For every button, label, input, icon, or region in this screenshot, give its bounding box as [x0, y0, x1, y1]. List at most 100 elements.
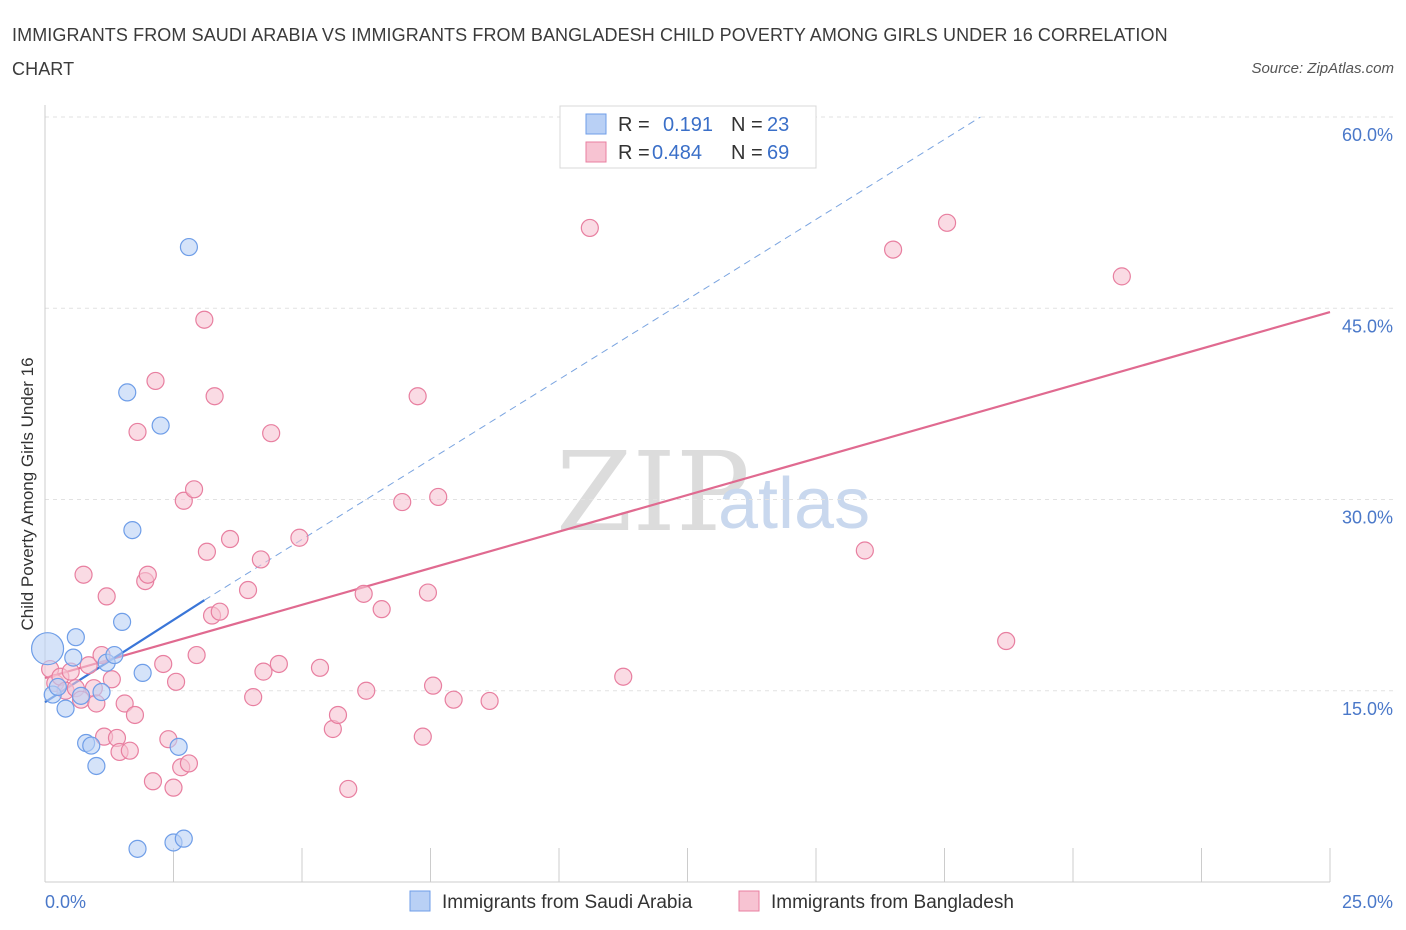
- point-bangladesh: [115, 694, 134, 713]
- point-bangladesh: [883, 240, 903, 259]
- point-bangladesh: [290, 528, 309, 547]
- bottom-legend-label-saudi-arabia: Immigrants from Saudi Arabia: [442, 892, 693, 913]
- point-bangladesh: [210, 602, 229, 621]
- point-bangladesh: [174, 491, 193, 510]
- point-saudi-arabia: [112, 612, 132, 632]
- point-bangladesh: [328, 705, 348, 725]
- point-bangladesh: [354, 584, 373, 603]
- trend-lines: [44, 116, 1331, 704]
- point-saudi-arabia: [105, 645, 124, 665]
- point-bangladesh: [269, 654, 288, 674]
- legend-r-value-1: 0.191: [663, 114, 713, 136]
- point-bangladesh: [79, 656, 98, 675]
- point-bangladesh: [97, 587, 116, 606]
- point-bangladesh: [154, 654, 173, 674]
- point-saudi-arabia: [66, 628, 85, 647]
- legend-n-value-2: 69: [767, 142, 789, 164]
- point-saudi-arabia: [151, 416, 170, 435]
- watermark-atlas: atlas: [718, 464, 870, 544]
- point-saudi-arabia: [48, 677, 67, 697]
- point-saudi-arabia: [92, 682, 111, 702]
- legend-r-label-1: R =: [618, 114, 650, 136]
- source-label: Source: ZipAtlas.com: [1251, 60, 1394, 77]
- point-saudi-arabia: [64, 648, 83, 667]
- point-bangladesh: [997, 631, 1016, 651]
- point-bangladesh: [197, 542, 217, 561]
- chart-title: IMMIGRANTS FROM SAUDI ARABIA VS IMMIGRAN…: [12, 25, 1168, 79]
- point-saudi-arabia: [174, 829, 193, 848]
- point-bangladesh: [614, 667, 633, 686]
- point-bangladesh: [184, 480, 204, 499]
- trend-line-bangladesh: [44, 311, 1331, 680]
- point-bangladesh: [238, 580, 258, 600]
- legend-n-value-1: 23: [767, 114, 789, 136]
- tick-labels: 15.0% 30.0% 45.0% 60.0% 0.0% 25.0%: [45, 125, 1393, 912]
- legend-swatch-saudi-arabia: [585, 113, 607, 135]
- point-bangladesh: [937, 213, 957, 232]
- point-bangladesh: [444, 690, 463, 709]
- point-saudi-arabia: [123, 520, 142, 540]
- point-saudi-arabia: [30, 632, 65, 666]
- point-bangladesh: [164, 778, 183, 797]
- point-bangladesh: [251, 550, 270, 569]
- x-tick-label-min: 0.0%: [45, 892, 86, 912]
- y-tick-label: 15.0%: [1342, 699, 1393, 719]
- point-bangladesh: [372, 600, 391, 619]
- point-bangladesh: [1112, 267, 1131, 286]
- point-bangladesh: [480, 691, 499, 711]
- point-bangladesh: [357, 681, 376, 700]
- point-bangladesh: [580, 218, 599, 238]
- bottom-legend-swatch-saudi-arabia: [409, 890, 431, 912]
- point-bangladesh: [423, 676, 443, 695]
- bottom-legend-label-bangladesh: Immigrants from Bangladesh: [771, 892, 1014, 913]
- point-bangladesh: [138, 565, 157, 584]
- point-bangladesh: [125, 705, 145, 725]
- point-bangladesh: [102, 670, 121, 689]
- point-bangladesh: [195, 310, 214, 329]
- point-saudi-arabia: [169, 737, 188, 756]
- point-bangladesh: [128, 422, 147, 442]
- point-bangladesh: [187, 645, 206, 665]
- point-bangladesh: [339, 779, 358, 799]
- trend-line-saudi-arabia-extended: [204, 116, 981, 601]
- point-bangladesh: [205, 387, 224, 406]
- axes: [44, 105, 1331, 883]
- legend-swatch-bangladesh: [585, 141, 607, 163]
- point-saudi-arabia: [118, 383, 137, 402]
- point-bangladesh: [244, 688, 263, 707]
- point-saudi-arabia: [56, 699, 75, 718]
- point-saudi-arabia: [179, 237, 199, 257]
- legend-n-label-2: N =: [731, 142, 763, 164]
- x-tick-label-max: 25.0%: [1342, 892, 1393, 912]
- point-bangladesh: [166, 672, 186, 691]
- y-tick-label: 30.0%: [1342, 508, 1393, 528]
- point-bangladesh: [393, 492, 412, 512]
- point-bangladesh: [262, 424, 281, 443]
- bottom-legend: Immigrants from Saudi Arabia Immigrants …: [409, 890, 1014, 913]
- point-bangladesh: [429, 487, 448, 507]
- point-saudi-arabia: [128, 839, 147, 858]
- watermark-zip: ZIP: [556, 428, 750, 556]
- legend-box: R = 0.191 N = 23 R = 0.484 N = 69: [559, 105, 817, 169]
- point-bangladesh: [143, 772, 163, 791]
- point-saudi-arabia: [82, 736, 101, 755]
- legend-r-label-2: R =: [618, 142, 650, 164]
- point-bangladesh: [179, 754, 199, 773]
- point-saudi-arabia: [87, 756, 106, 776]
- grid: [45, 116, 1395, 692]
- y-tick-label: 60.0%: [1342, 125, 1393, 145]
- point-bangladesh: [855, 541, 874, 560]
- point-saudi-arabia: [133, 663, 152, 683]
- point-bangladesh: [310, 658, 330, 677]
- bottom-legend-swatch-bangladesh: [738, 890, 760, 912]
- point-bangladesh: [74, 565, 93, 584]
- point-bangladesh: [220, 529, 240, 549]
- legend-n-label-1: N =: [731, 114, 763, 136]
- point-bangladesh: [418, 583, 438, 602]
- y-tick-label: 45.0%: [1342, 316, 1393, 336]
- legend-r-value-2: 0.484: [652, 142, 702, 164]
- data-points: [30, 213, 1131, 858]
- point-bangladesh: [408, 387, 427, 406]
- point-bangladesh: [413, 727, 432, 746]
